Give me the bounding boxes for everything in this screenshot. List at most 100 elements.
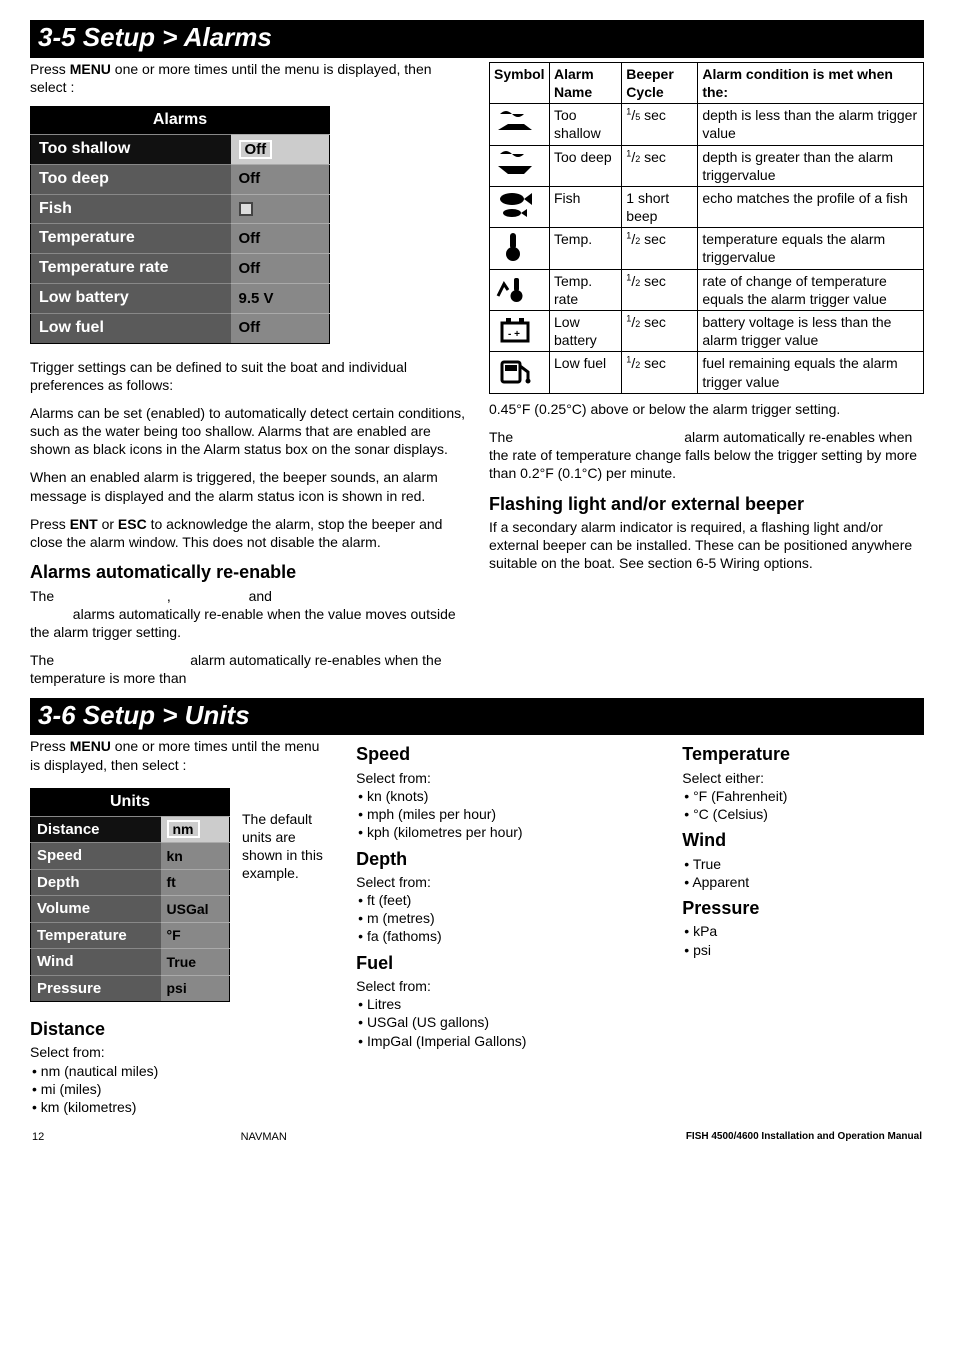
table-row: Temperature°F bbox=[31, 922, 230, 949]
distance-heading: Distance bbox=[30, 1018, 332, 1041]
list-item: km (kilometres) bbox=[44, 1098, 332, 1116]
units-sidenote: The default units are shown in this exam… bbox=[242, 784, 332, 883]
table-row: VolumeUSGal bbox=[31, 896, 230, 923]
list-item: USGal (US gallons) bbox=[370, 1013, 658, 1031]
list-item: Litres bbox=[370, 995, 658, 1013]
wind-list: TrueApparent bbox=[682, 855, 924, 891]
alarms-p4: Press ENT or ESC to acknowledge the alar… bbox=[30, 515, 465, 551]
cond-name: Low fuel bbox=[550, 352, 622, 393]
temperature-lead: Select either: bbox=[682, 769, 924, 787]
selected-value-box: nm bbox=[167, 820, 200, 838]
svg-text:- +: - + bbox=[508, 329, 520, 340]
speed-list: kn (knots)mph (miles per hour)kph (kilom… bbox=[356, 787, 658, 842]
wind-heading: Wind bbox=[682, 829, 924, 852]
alarms-p2: Alarms can be set (enabled) to automatic… bbox=[30, 404, 465, 459]
cond-name: Fish bbox=[550, 186, 622, 227]
cond-cycle: 1/2 sec bbox=[622, 352, 698, 393]
deep-icon bbox=[490, 145, 550, 186]
section-title-units: 3-6 Setup > Units bbox=[30, 698, 924, 736]
cond-name: Low battery bbox=[550, 311, 622, 352]
row-value: Off bbox=[231, 134, 330, 164]
table-row: Fish bbox=[31, 194, 330, 224]
depth-list: ft (feet)m (metres)fa (fathoms) bbox=[356, 891, 658, 946]
table-row: Low fuelOff bbox=[31, 313, 330, 343]
cond-h-name: Alarm Name bbox=[550, 62, 622, 103]
row-label: Distance bbox=[31, 816, 161, 843]
row-value: Off bbox=[231, 224, 330, 254]
table-row: Pressurepsi bbox=[31, 975, 230, 1002]
row-label: Low battery bbox=[31, 283, 231, 313]
footer-doc: FISH 4500/4600 Installation and Operatio… bbox=[483, 1130, 922, 1144]
cond-h-cycle: Beeper Cycle bbox=[622, 62, 698, 103]
list-item: Apparent bbox=[696, 873, 924, 891]
page-footer: 12 NAVMAN FISH 4500/4600 Installation an… bbox=[30, 1130, 924, 1144]
table-row: Too shallow1/5 secdepth is less than the… bbox=[490, 104, 924, 145]
selected-value-box: Off bbox=[239, 140, 273, 159]
row-value: psi bbox=[161, 975, 230, 1002]
temprate-icon bbox=[490, 269, 550, 310]
alarms-p5: The , and bbox=[30, 587, 465, 605]
row-label: Speed bbox=[31, 843, 161, 870]
cond-cycle: 1 short beep bbox=[622, 186, 698, 227]
alarms-p8: 0.45°F (0.25°C) above or below the alarm… bbox=[489, 400, 924, 418]
cond-text: temperature equals the alarm triggervalu… bbox=[698, 228, 924, 269]
list-item: °C (Celsius) bbox=[696, 805, 924, 823]
temp-icon bbox=[490, 228, 550, 269]
table-row: Low battery9.5 V bbox=[31, 283, 330, 313]
list-item: kph (kilometres per hour) bbox=[370, 823, 658, 841]
section-title-alarms: 3-5 Setup > Alarms bbox=[30, 20, 924, 58]
depth-lead: Select from: bbox=[356, 873, 658, 891]
fish-icon bbox=[490, 186, 550, 227]
units-middle-col: Speed Select from: kn (knots)mph (miles … bbox=[356, 737, 658, 1122]
row-label: Temperature bbox=[31, 922, 161, 949]
table-row: Too deepOff bbox=[31, 164, 330, 194]
cond-h-cond: Alarm condition is met when the: bbox=[698, 62, 924, 103]
units-left-col: Press MENU one or more times until the m… bbox=[30, 737, 332, 1122]
cond-cycle: 1/2 sec bbox=[622, 311, 698, 352]
alarms-setup-table: Alarms Too shallowOffToo deepOffFishTemp… bbox=[30, 106, 330, 343]
row-label: Pressure bbox=[31, 975, 161, 1002]
row-label: Temperature rate bbox=[31, 254, 231, 284]
row-label: Too deep bbox=[31, 164, 231, 194]
distance-list: nm (nautical miles)mi (miles)km (kilomet… bbox=[30, 1062, 332, 1117]
row-label: Depth bbox=[31, 869, 161, 896]
units-intro: Press MENU one or more times until the m… bbox=[30, 737, 332, 773]
table-row: WindTrue bbox=[31, 949, 230, 976]
speed-heading: Speed bbox=[356, 743, 658, 766]
list-item: ft (feet) bbox=[370, 891, 658, 909]
row-value: 9.5 V bbox=[231, 283, 330, 313]
alarms-left-col: Press MENU one or more times until the m… bbox=[30, 60, 465, 698]
list-item: m (metres) bbox=[370, 909, 658, 927]
table-row: Temperature rateOff bbox=[31, 254, 330, 284]
footer-brand: NAVMAN bbox=[44, 1130, 483, 1144]
temperature-heading: Temperature bbox=[682, 743, 924, 766]
alarms-p1: Trigger settings can be defined to suit … bbox=[30, 358, 465, 394]
flashing-light-heading: Flashing light and/or external beeper bbox=[489, 493, 924, 516]
cond-name: Temp. bbox=[550, 228, 622, 269]
table-row: Too deep1/2 secdepth is greater than the… bbox=[490, 145, 924, 186]
cond-text: fuel remaining equals the alarm trigger … bbox=[698, 352, 924, 393]
row-label: Low fuel bbox=[31, 313, 231, 343]
list-item: True bbox=[696, 855, 924, 873]
list-item: kPa bbox=[696, 922, 924, 940]
row-value bbox=[231, 194, 330, 224]
cond-h-symbol: Symbol bbox=[490, 62, 550, 103]
fuel-lead: Select from: bbox=[356, 977, 658, 995]
row-value: ft bbox=[161, 869, 230, 896]
table-row: Temp. rate1/2 secrate of change of tempe… bbox=[490, 269, 924, 310]
checkbox-icon bbox=[239, 202, 253, 216]
row-value: True bbox=[161, 949, 230, 976]
table-row: Depthft bbox=[31, 869, 230, 896]
cond-text: depth is less than the alarm trigger val… bbox=[698, 104, 924, 145]
cond-cycle: 1/2 sec bbox=[622, 145, 698, 186]
distance-lead: Select from: bbox=[30, 1043, 332, 1061]
list-item: kn (knots) bbox=[370, 787, 658, 805]
table-row: Temp.1/2 sectemperature equals the alarm… bbox=[490, 228, 924, 269]
cond-cycle: 1/5 sec bbox=[622, 104, 698, 145]
cond-text: echo matches the profile of a fish bbox=[698, 186, 924, 227]
list-item: °F (Fahrenheit) bbox=[696, 787, 924, 805]
cond-text: rate of change of temperature equals the… bbox=[698, 269, 924, 310]
units-right-col: Temperature Select either: °F (Fahrenhei… bbox=[682, 737, 924, 1122]
list-item: mph (miles per hour) bbox=[370, 805, 658, 823]
alarms-p9: The alarm automatically re-enables when … bbox=[489, 428, 924, 483]
